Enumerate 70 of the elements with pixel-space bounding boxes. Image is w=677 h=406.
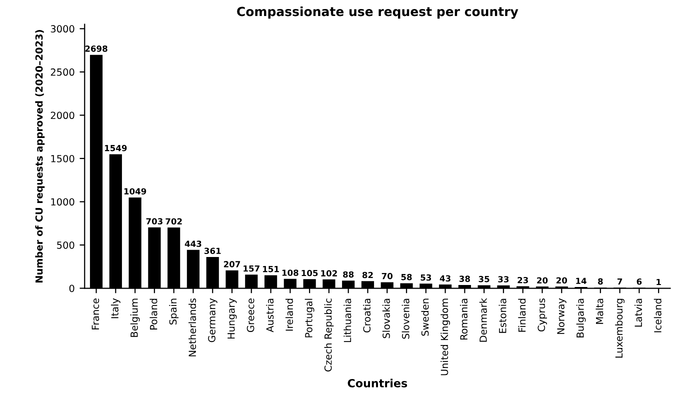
- x-tick-label: Finland: [518, 298, 526, 332]
- x-tick-label: Sweden: [421, 298, 429, 336]
- y-tick-label: 0: [69, 284, 74, 292]
- x-tick-label: Norway: [557, 298, 566, 334]
- data-label: 20: [537, 277, 548, 284]
- data-label: 1549: [104, 144, 127, 152]
- data-label: 38: [459, 276, 470, 282]
- x-tick-label: Germany: [208, 298, 218, 342]
- data-label: 14: [576, 278, 586, 284]
- y-tick-label: 2000: [50, 112, 74, 120]
- data-label: 35: [478, 276, 490, 282]
- x-tick-label: Croatia: [363, 298, 371, 332]
- data-label: 702: [166, 218, 182, 225]
- data-label: 207: [224, 261, 240, 268]
- data-label: 53: [420, 274, 432, 281]
- chart-title: Compassionate use request per country: [237, 6, 518, 19]
- data-label: 157: [244, 265, 260, 272]
- x-tick-label: Malta: [596, 298, 604, 324]
- y-tick-label: 500: [57, 241, 74, 249]
- data-label: 82: [362, 272, 373, 278]
- y-tick-label: 1500: [51, 154, 74, 162]
- data-label: 105: [302, 270, 318, 276]
- y-tick-label: 3000: [50, 25, 74, 33]
- x-tick-label: Slovenia: [402, 298, 410, 339]
- x-tick-label: United Kingdom: [440, 298, 450, 376]
- data-label: 1: [656, 278, 661, 286]
- x-tick-label: Luxembourg: [615, 298, 625, 358]
- data-label: 6: [636, 278, 642, 285]
- data-label: 102: [321, 270, 337, 276]
- data-label: 23: [518, 276, 528, 284]
- x-tick-label: Netherlands: [188, 298, 196, 356]
- data-label: 151: [263, 266, 279, 272]
- x-tick-label: Czech Republic: [324, 298, 334, 372]
- data-label: 703: [146, 218, 162, 224]
- x-tick-label: France: [92, 298, 100, 330]
- data-label: 1049: [124, 188, 146, 194]
- y-tick-label: 1000: [51, 198, 74, 206]
- data-label: 20: [556, 277, 568, 284]
- data-label: 88: [343, 271, 354, 278]
- data-label: 33: [498, 276, 509, 282]
- data-label: 108: [282, 270, 298, 276]
- data-label: 70: [382, 272, 393, 280]
- x-tick-label: Estonia: [498, 298, 506, 333]
- x-tick-label: Italy: [110, 298, 120, 318]
- data-label: 443: [184, 240, 202, 247]
- x-tick-label: Cyprus: [538, 298, 547, 332]
- x-tick-label: Poland: [150, 298, 158, 330]
- x-tick-label: Latvia: [634, 298, 642, 327]
- data-label: 8: [598, 278, 603, 285]
- x-tick-label: Portugal: [304, 298, 314, 338]
- x-tick-label: Lithuania: [344, 298, 352, 342]
- x-tick-label: Austria: [266, 298, 274, 332]
- x-tick-label: Hungary: [228, 298, 237, 339]
- x-tick-label: Denmark: [479, 298, 487, 342]
- x-axis-title: Countries: [348, 378, 408, 388]
- x-tick-label: Iceland: [654, 298, 662, 332]
- x-tick-label: Spain: [169, 298, 179, 325]
- x-tick-label: Slovakia: [382, 298, 390, 338]
- x-tick-label: Greece: [246, 298, 254, 332]
- x-tick-label: Belgium: [130, 298, 140, 337]
- data-label: 2698: [85, 46, 108, 52]
- y-tick-label: 2500: [50, 68, 74, 76]
- data-label: 58: [401, 274, 412, 280]
- y-axis-title: Number of CU requests approved (2020–2023): [35, 30, 45, 283]
- x-tick-label: Bulgaria: [576, 298, 586, 338]
- data-label: 7: [617, 278, 622, 285]
- x-tick-label: Ireland: [285, 298, 293, 331]
- data-label: 43: [440, 275, 450, 282]
- x-tick-label: Romania: [460, 298, 468, 340]
- data-label: 361: [204, 248, 221, 254]
